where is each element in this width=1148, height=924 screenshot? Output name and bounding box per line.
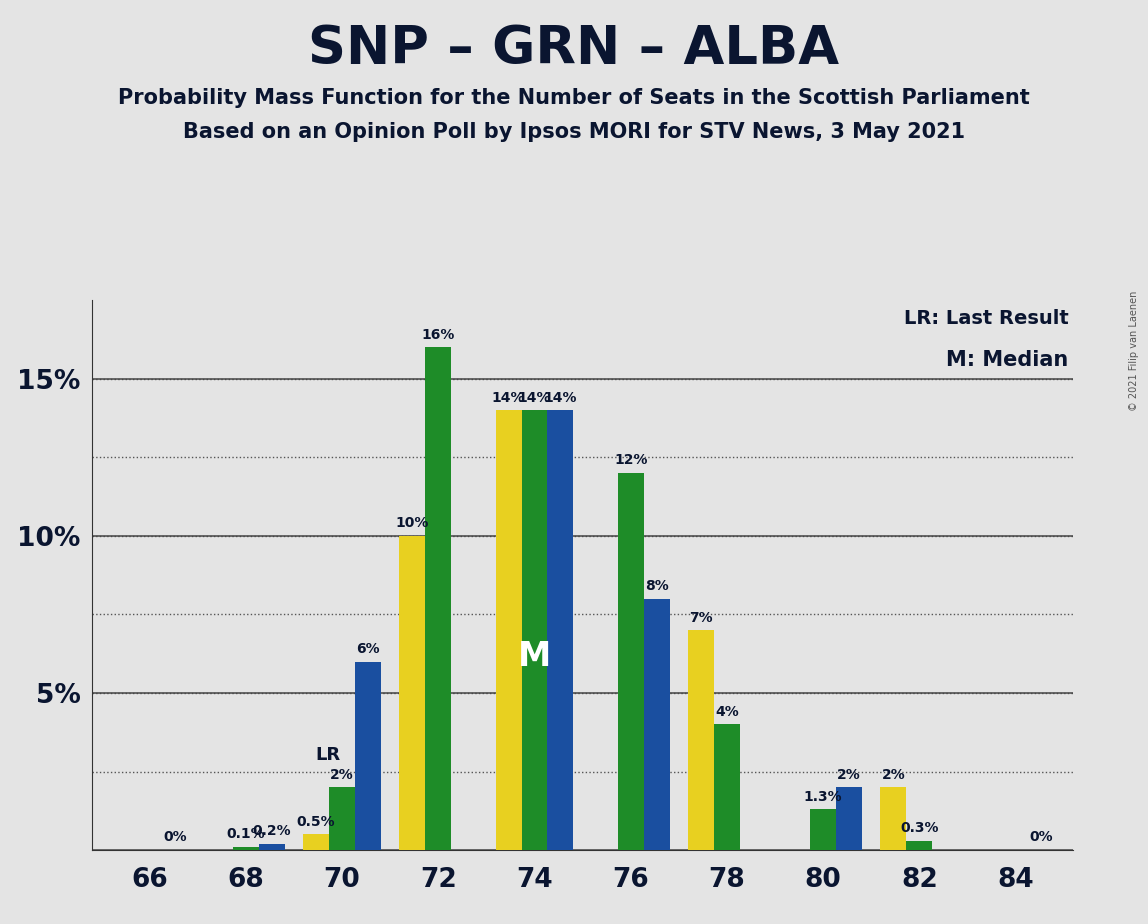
Text: 1.3%: 1.3%: [804, 790, 843, 804]
Bar: [548, 410, 574, 850]
Bar: [233, 847, 258, 850]
Bar: [688, 630, 714, 850]
Bar: [303, 834, 329, 850]
Text: 0.1%: 0.1%: [226, 827, 265, 841]
Text: 14%: 14%: [491, 391, 526, 405]
Bar: [907, 841, 932, 850]
Text: 0.2%: 0.2%: [253, 824, 292, 838]
Text: 7%: 7%: [689, 611, 713, 625]
Text: LR: Last Result: LR: Last Result: [903, 309, 1069, 327]
Text: 0.3%: 0.3%: [900, 821, 939, 835]
Bar: [644, 599, 669, 850]
Text: Based on an Opinion Poll by Ipsos MORI for STV News, 3 May 2021: Based on an Opinion Poll by Ipsos MORI f…: [183, 122, 965, 142]
Text: 2%: 2%: [331, 768, 354, 782]
Bar: [618, 473, 644, 850]
Text: 16%: 16%: [421, 328, 455, 342]
Bar: [881, 787, 907, 850]
Text: 8%: 8%: [645, 579, 668, 593]
Text: 4%: 4%: [715, 705, 739, 719]
Text: 0%: 0%: [1030, 831, 1054, 845]
Text: 12%: 12%: [614, 454, 647, 468]
Text: SNP – GRN – ALBA: SNP – GRN – ALBA: [309, 23, 839, 75]
Bar: [496, 410, 521, 850]
Bar: [258, 844, 285, 850]
Text: M: M: [518, 640, 551, 673]
Bar: [810, 809, 836, 850]
Text: LR: LR: [316, 746, 340, 763]
Bar: [355, 662, 381, 850]
Text: M: Median: M: Median: [946, 350, 1069, 370]
Text: 10%: 10%: [396, 517, 429, 530]
Text: 2%: 2%: [882, 768, 906, 782]
Text: 6%: 6%: [356, 642, 380, 656]
Bar: [400, 536, 425, 850]
Bar: [836, 787, 862, 850]
Text: Probability Mass Function for the Number of Seats in the Scottish Parliament: Probability Mass Function for the Number…: [118, 88, 1030, 108]
Text: 14%: 14%: [518, 391, 551, 405]
Bar: [329, 787, 355, 850]
Text: 2%: 2%: [837, 768, 861, 782]
Text: © 2021 Filip van Laenen: © 2021 Filip van Laenen: [1130, 291, 1139, 411]
Bar: [714, 724, 740, 850]
Text: 14%: 14%: [544, 391, 577, 405]
Text: 0.5%: 0.5%: [296, 815, 335, 829]
Bar: [521, 410, 548, 850]
Text: 0%: 0%: [164, 831, 187, 845]
Bar: [425, 347, 451, 850]
